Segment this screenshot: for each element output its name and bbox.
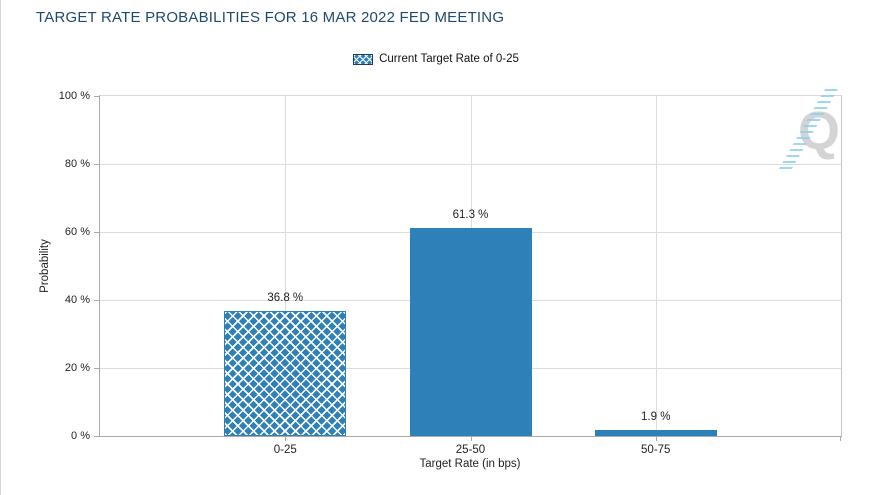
category-label: 25-50	[455, 444, 486, 456]
y-tick-label: 80 %	[64, 158, 90, 170]
legend[interactable]: Current Target Rate of 0-25	[1, 53, 871, 65]
y-tick-label: 60 %	[64, 226, 90, 238]
x-tick-mark	[285, 436, 287, 441]
x-tick-mark	[655, 436, 657, 441]
y-tick-label: 20 %	[64, 362, 90, 374]
page-title: TARGET RATE PROBABILITIES FOR 16 MAR 202…	[36, 9, 505, 26]
y-tick-label: 0 %	[71, 430, 90, 442]
v-gridline	[285, 96, 287, 436]
x-tick-mark	[840, 436, 841, 441]
bar-value-label: 61.3 %	[452, 208, 489, 221]
x-tick-mark	[470, 436, 472, 441]
y-tick-label: 40 %	[64, 294, 90, 306]
y-tick-mark	[94, 164, 99, 165]
y-axis-title: Probability	[39, 239, 51, 293]
y-tick-mark	[94, 96, 99, 97]
bar-value-label: 1.9 %	[641, 410, 671, 423]
category-label: 0-25	[273, 444, 297, 456]
x-axis-title: Target Rate (in bps)	[419, 458, 521, 470]
y-tick-mark	[94, 232, 99, 233]
y-tick-mark	[94, 300, 99, 301]
y-tick-label: 100 %	[58, 90, 90, 102]
legend-swatch-crosshatch-icon	[353, 53, 374, 65]
bar-25-50[interactable]	[409, 227, 532, 436]
v-gridline	[655, 96, 657, 436]
y-tick-mark	[94, 436, 99, 437]
bar-0-25[interactable]	[224, 310, 347, 436]
bar-50-75[interactable]	[594, 429, 717, 436]
bar-value-label: 36.8 %	[267, 291, 304, 304]
category-label: 50-75	[641, 444, 671, 456]
plot-area: 0 % 20 % 40 % 60 % 80 % 100 % 36.8 % 0-25 61.3 %…	[59, 90, 842, 456]
y-tick-mark	[94, 368, 99, 369]
legend-label: Current Target Rate of 0-25	[379, 53, 519, 65]
